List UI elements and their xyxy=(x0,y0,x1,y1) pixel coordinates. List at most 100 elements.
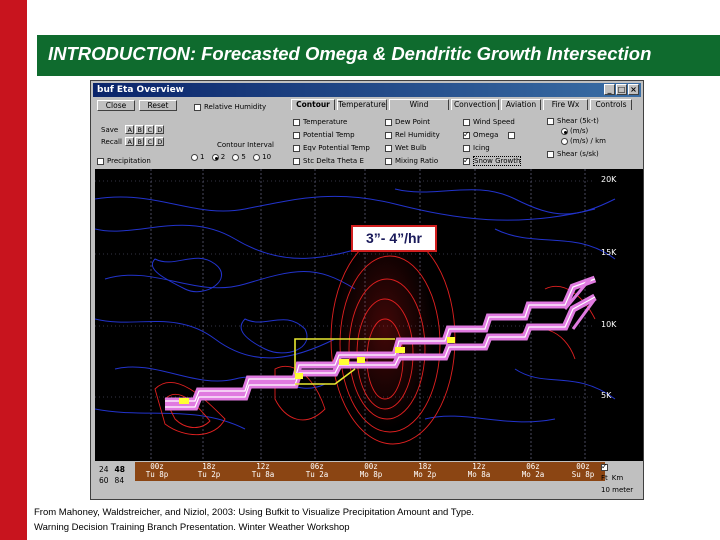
option-label: Wet Bulb xyxy=(395,144,427,152)
option-shear-2[interactable]: Shear (s/sk) xyxy=(547,149,606,159)
altitude-label-20k: 20K xyxy=(601,175,617,184)
time-label: 00z Su 8p xyxy=(571,462,595,479)
interval-label-1: 1 xyxy=(200,153,205,161)
option-label: Omega xyxy=(473,131,499,139)
time-label: 12z Tu 8a xyxy=(251,462,275,479)
option-label: Rel Humidity xyxy=(395,131,440,139)
range-84[interactable]: 84 xyxy=(114,476,125,485)
time-label: 06z Mo 2a xyxy=(521,462,545,479)
checkbox-icon xyxy=(293,118,300,126)
close-icon[interactable]: × xyxy=(628,84,639,95)
maximize-icon[interactable]: □ xyxy=(616,84,627,95)
recall-label: Recall xyxy=(101,138,122,146)
option-eqv-potential-temp[interactable]: Eqv Potential Temp xyxy=(293,142,370,155)
tab-temperature[interactable]: Temperature xyxy=(337,99,387,110)
option-wind-speed[interactable]: Wind Speed xyxy=(463,116,521,129)
recall-slot-a[interactable]: A xyxy=(125,137,135,146)
units-toggle xyxy=(601,462,611,471)
option-icing[interactable]: Icing xyxy=(463,142,521,155)
radio-icon xyxy=(561,137,568,145)
option-label: Dew Point xyxy=(395,118,431,126)
option-potential-temp[interactable]: Potential Temp xyxy=(293,129,370,142)
tab-aviation[interactable]: Aviation xyxy=(501,99,541,110)
options-column-3: Wind Speed Omega Icing Snow Growth xyxy=(463,116,522,168)
tab-fire-wx[interactable]: Fire Wx xyxy=(543,99,588,110)
interval-label-2: 2 xyxy=(220,153,226,161)
interval-label-10: 10 xyxy=(262,153,272,161)
relative-humidity-toggle[interactable]: Relative Humidity xyxy=(194,103,266,111)
omega-band-outline xyxy=(294,338,395,385)
option-label: Potential Temp xyxy=(303,131,355,139)
range-48[interactable]: 48 xyxy=(114,465,125,474)
save-slot-a[interactable]: A xyxy=(125,125,135,134)
snow-growth-edge xyxy=(563,278,597,330)
range-row-top: 24 48 xyxy=(99,465,125,474)
option-temperature[interactable]: Temperature xyxy=(293,116,370,129)
altitude-gridlines xyxy=(95,180,595,398)
recall-slot-d[interactable]: D xyxy=(155,137,165,146)
units-ft[interactable]: Ft xyxy=(601,474,608,482)
tab-wind[interactable]: Wind xyxy=(389,99,449,110)
save-label: Save xyxy=(101,126,119,134)
option-snow-growth[interactable]: Snow Growth xyxy=(463,155,522,168)
recall-slot-c[interactable]: C xyxy=(145,137,155,146)
omega-maximum-shading xyxy=(335,229,435,429)
tab-controls[interactable]: Controls xyxy=(590,99,632,110)
tab-convection[interactable]: Convection xyxy=(451,99,499,110)
time-label: 06z Tu 2a xyxy=(305,462,329,479)
options-column-1: Temperature Potential Temp Eqv Potential… xyxy=(293,116,370,168)
checkbox-icon xyxy=(293,131,300,139)
precipitation-toggle[interactable]: Precipitation xyxy=(97,157,151,165)
option-stc-delta-theta-e[interactable]: Stc Delta Theta E xyxy=(293,155,370,168)
altitude-label-5k: 5K xyxy=(601,391,612,400)
save-slot-b[interactable]: B xyxy=(135,125,145,134)
interval-radio-5[interactable] xyxy=(232,153,240,161)
ten-meter-label: 10 meter xyxy=(601,486,634,494)
checkbox-icon xyxy=(194,103,201,111)
time-label: 00z Tu 8p xyxy=(145,462,169,479)
shear-unit-label: (m/s) / km xyxy=(570,137,606,145)
option-dew-point[interactable]: Dew Point xyxy=(385,116,440,129)
shear-unit-ms-km[interactable]: (m/s) / km xyxy=(547,136,606,146)
checkbox-checked-icon xyxy=(463,156,470,165)
option-wet-bulb[interactable]: Wet Bulb xyxy=(385,142,440,155)
save-slot-c[interactable]: C xyxy=(145,125,155,134)
interval-radio-1[interactable] xyxy=(191,153,198,161)
shear-group: Shear (5k-t) (m/s) (m/s) / km Shear (s/s… xyxy=(547,116,606,159)
altitude-label-10k: 10K xyxy=(601,320,617,329)
time-label: 00z Mo 8p xyxy=(359,462,383,479)
dendritic-markers xyxy=(179,337,455,404)
slide-title: INTRODUCTION: Forecasted Omega & Dendrit… xyxy=(48,43,652,64)
interval-radio-2[interactable] xyxy=(211,153,219,161)
range-60[interactable]: 60 xyxy=(99,476,109,485)
option-rel-humidity[interactable]: Rel Humidity xyxy=(385,129,440,142)
checkbox-icon xyxy=(463,118,470,126)
time-label: 18z Tu 2p xyxy=(197,462,221,479)
tab-contour[interactable]: Contour xyxy=(291,99,335,110)
precipitation-label: Precipitation xyxy=(107,157,151,165)
units-km[interactable]: Km xyxy=(611,474,624,482)
option-omega[interactable]: Omega xyxy=(463,129,521,142)
shear-unit-ms[interactable]: (m/s) xyxy=(547,126,606,136)
reset-button[interactable]: Reset xyxy=(139,100,177,111)
close-button[interactable]: Close xyxy=(97,100,135,111)
time-height-plot[interactable]: 20K 15K 10K 5K xyxy=(95,169,643,461)
option-mixing-ratio[interactable]: Mixing Ratio xyxy=(385,155,440,168)
minimize-icon[interactable]: _ xyxy=(604,84,615,95)
checkbox-checked-icon[interactable] xyxy=(601,462,608,471)
recall-slot-b[interactable]: B xyxy=(135,137,145,146)
option-shear[interactable]: Shear (5k-t) xyxy=(547,116,606,126)
citation: From Mahoney, Waldstreicher, and Niziol,… xyxy=(34,505,594,535)
interval-radio-10[interactable] xyxy=(253,153,261,161)
option-label: Icing xyxy=(473,144,490,152)
checkbox-icon xyxy=(547,117,554,125)
range-row-bottom: 60 84 xyxy=(99,476,124,485)
option-label: Snow Growth xyxy=(473,156,522,166)
range-24[interactable]: 24 xyxy=(99,465,109,474)
checkbox-icon xyxy=(97,157,104,165)
save-slot-d[interactable]: D xyxy=(155,125,165,134)
bufkit-window: buf Eta Overview _ □ × Close Reset Relat… xyxy=(90,80,644,500)
interval-label-5: 5 xyxy=(241,153,246,161)
